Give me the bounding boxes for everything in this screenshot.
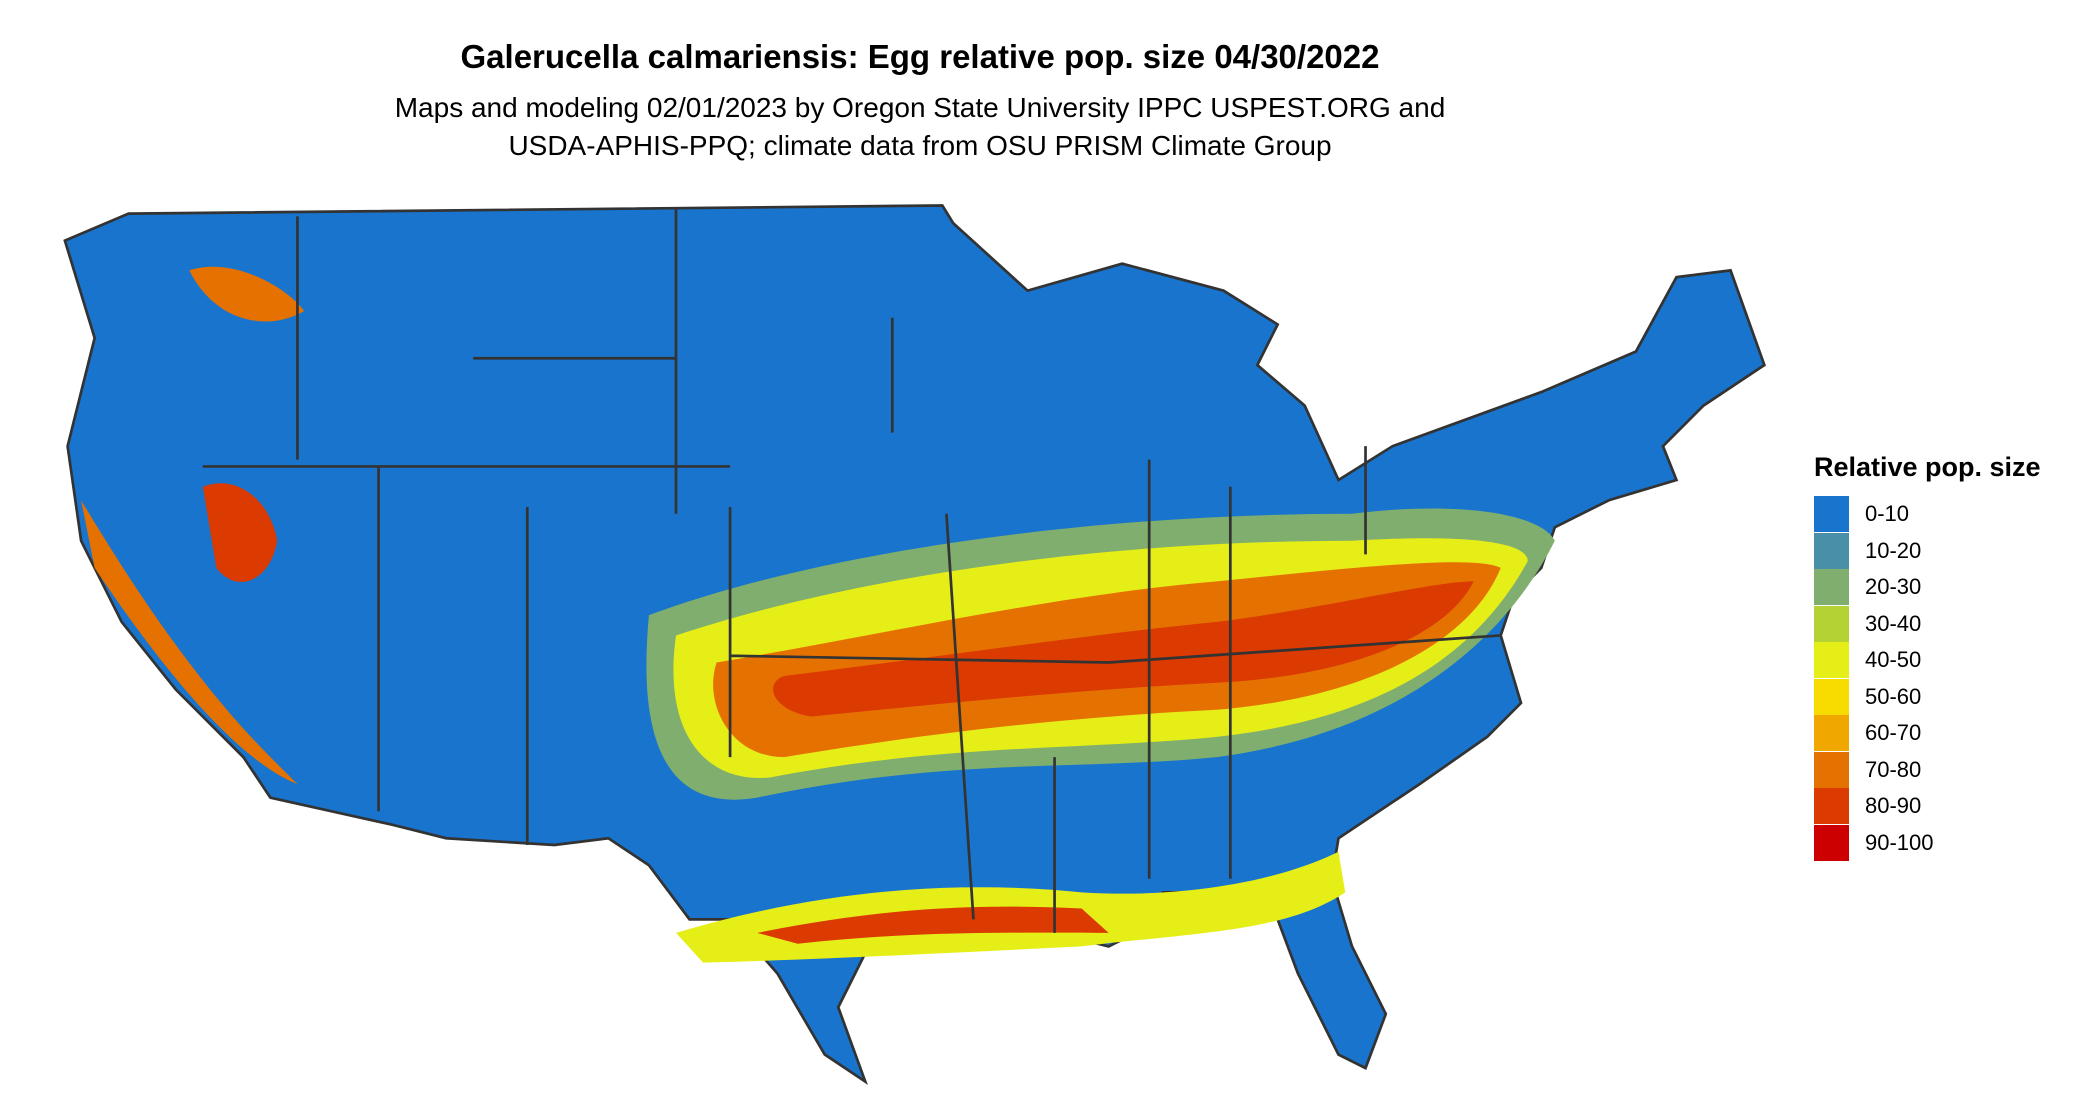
legend-swatch (1814, 715, 1849, 751)
zone-nevada (202, 483, 278, 582)
legend-item: 70-80 (1814, 751, 1922, 788)
zone-idaho (189, 266, 305, 322)
legend-swatch (1814, 605, 1849, 642)
legend-item: 20-30 (1814, 569, 1921, 605)
legend-label: 90-100 (1865, 829, 1934, 855)
legend-label: 0-10 (1865, 501, 1910, 526)
map-body (63, 204, 1766, 1086)
legend-item: 0-10 (1814, 496, 1909, 532)
legend-item: 80-90 (1814, 788, 1921, 824)
legend-label: 20-30 (1865, 574, 1922, 599)
legend-label: 10-20 (1865, 537, 1922, 563)
legend-label: 50-60 (1865, 683, 1922, 709)
title: Galerucella calmariensis: Egg relative p… (460, 38, 1380, 75)
legend-item: 60-70 (1814, 715, 1921, 751)
legend-swatch (1814, 496, 1849, 532)
legend-swatch (1814, 824, 1849, 861)
legend-item: 40-50 (1814, 642, 1921, 678)
legend-item: 30-40 (1814, 605, 1922, 642)
legend-label: 80-90 (1865, 793, 1922, 818)
subtitle: Maps and modeling 02/01/2023 by Oregon S… (394, 92, 1446, 123)
legend-item: 50-60 (1814, 678, 1922, 715)
zone-gulf-red (757, 906, 1109, 944)
legend-swatch (1814, 751, 1849, 788)
legend-label: 70-80 (1865, 756, 1922, 782)
zone-red (773, 581, 1474, 717)
legend-item: 90-100 (1814, 824, 1934, 861)
subtitle: USDA-APHIS-PPQ; climate data from OSU PR… (508, 130, 1332, 161)
legend-swatch (1814, 788, 1849, 824)
legend-label: 60-70 (1865, 720, 1922, 745)
legend-label: 40-50 (1865, 647, 1922, 672)
legend-title: Relative pop. size (1814, 452, 2041, 482)
legend-label: 30-40 (1865, 610, 1922, 636)
legend-swatch (1814, 678, 1849, 715)
legend-swatch (1814, 532, 1849, 569)
legend-swatch (1814, 569, 1849, 605)
legend-swatch (1814, 642, 1849, 678)
state-borders (202, 209, 1501, 933)
legend-item: 10-20 (1814, 532, 1922, 569)
